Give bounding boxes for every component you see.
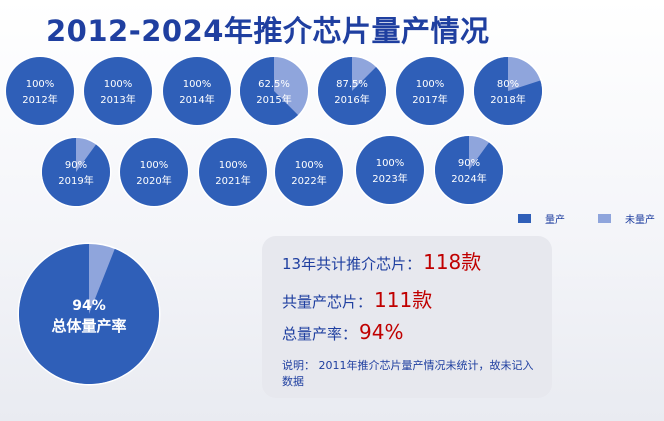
- pie-4-percent-label: 87.5%: [336, 79, 368, 90]
- pie-5-percent-label: 100%: [416, 79, 445, 90]
- pie-4-caption: 2016年: [334, 93, 369, 106]
- pie-overall: 94% 总体量产率: [17, 242, 161, 386]
- pie-3: 62.5% 2015年: [238, 55, 310, 127]
- pie-11-slice-mass-produced: [356, 136, 424, 204]
- pie-7: 90% 2019年: [40, 136, 112, 208]
- pie-0-percent-label: 100%: [26, 79, 55, 90]
- pie-4-slice-mass-produced: [317, 57, 386, 126]
- pie-8-caption: 2020年: [136, 174, 171, 187]
- pie-12-percent-label: 90%: [458, 158, 480, 169]
- total-chips-line: 13年共计推介芯片： 118款: [282, 246, 481, 275]
- pie-6: 80% 2018年: [472, 55, 544, 127]
- legend: 量产 未量产: [518, 211, 664, 227]
- rate-value: 94%: [359, 320, 404, 344]
- pie-5-caption: 2017年: [412, 93, 447, 106]
- pie-1-slice-mass-produced: [84, 57, 152, 125]
- pie-0-caption: 2012年: [22, 93, 57, 106]
- legend-item-mass-produced: 量产: [518, 211, 565, 226]
- pie-2-caption: 2014年: [179, 93, 214, 106]
- pie-7-slice-mass-produced: [42, 138, 111, 207]
- mass-produced-label: 共量产芯片：: [282, 293, 373, 311]
- pie-overall-percent-label: 94%: [72, 298, 106, 314]
- legend-item-not-mass-produced: 未量产: [598, 211, 655, 226]
- pie-9-slice-mass-produced: [199, 138, 267, 206]
- pie-7-percent-label: 90%: [65, 160, 87, 171]
- pie-5: 100% 2017年: [394, 55, 466, 127]
- legend-swatch-not-mass-produced: [598, 214, 611, 223]
- legend-label-not-mass-produced: 未量产: [625, 215, 655, 226]
- legend-label-mass-produced: 量产: [545, 215, 565, 226]
- pie-11: 100% 2023年: [354, 134, 426, 206]
- summary-panel: 13年共计推介芯片： 118款 共量产芯片： 111款 总量产率： 94% 说明…: [262, 236, 552, 398]
- pie-6-caption: 2018年: [490, 93, 525, 106]
- rate-label: 总量产率：: [282, 325, 358, 343]
- pie-3-slice-mass-produced: [239, 57, 299, 125]
- pie-10: 100% 2022年: [273, 136, 345, 208]
- pie-9: 100% 2021年: [197, 136, 269, 208]
- pie-0: 100% 2012年: [4, 55, 76, 127]
- pie-6-slice-mass-produced: [474, 57, 543, 126]
- rate-line: 总量产率： 94%: [282, 320, 403, 344]
- note-text: 说明： 2011年推介芯片量产情况未统计，故未记入数据: [282, 359, 534, 388]
- pie-8-percent-label: 100%: [140, 160, 169, 171]
- pie-0-slice-mass-produced: [6, 57, 74, 125]
- pie-10-slice-mass-produced: [275, 138, 343, 206]
- legend-swatch-mass-produced: [518, 214, 531, 223]
- pie-11-percent-label: 100%: [376, 158, 405, 169]
- pie-10-percent-label: 100%: [295, 160, 324, 171]
- pie-3-caption: 2015年: [256, 93, 291, 106]
- pie-1: 100% 2013年: [82, 55, 154, 127]
- mass-produced-value: 111款: [374, 288, 433, 312]
- chart-title: 2012-2024年推介芯片量产情况: [46, 14, 490, 48]
- pie-12-caption: 2024年: [451, 172, 486, 185]
- pie-1-percent-label: 100%: [104, 79, 133, 90]
- total-chips-label: 13年共计推介芯片：: [282, 255, 422, 273]
- pie-9-caption: 2021年: [215, 174, 250, 187]
- pie-8: 100% 2020年: [118, 136, 190, 208]
- pie-4: 87.5% 2016年: [316, 55, 388, 127]
- pie-overall-slice-mass-produced: [18, 244, 160, 384]
- pie-12: 90% 2024年: [433, 134, 505, 206]
- pie-2-slice-mass-produced: [163, 57, 231, 125]
- total-chips-value: 118款: [423, 250, 482, 274]
- pie-overall-caption: 总体量产率: [51, 317, 126, 335]
- pie-11-caption: 2023年: [372, 172, 407, 185]
- pie-3-percent-label: 62.5%: [258, 79, 290, 90]
- pie-5-slice-mass-produced: [396, 57, 464, 125]
- pie-1-caption: 2013年: [100, 93, 135, 106]
- pie-10-caption: 2022年: [291, 174, 326, 187]
- pie-8-slice-mass-produced: [120, 138, 188, 206]
- mass-produced-line: 共量产芯片： 111款: [282, 284, 432, 313]
- pie-7-caption: 2019年: [58, 174, 93, 187]
- pie-9-percent-label: 100%: [219, 160, 248, 171]
- pie-2: 100% 2014年: [161, 55, 233, 127]
- pie-6-percent-label: 80%: [497, 79, 519, 90]
- pie-12-slice-mass-produced: [435, 136, 504, 204]
- pie-2-percent-label: 100%: [183, 79, 212, 90]
